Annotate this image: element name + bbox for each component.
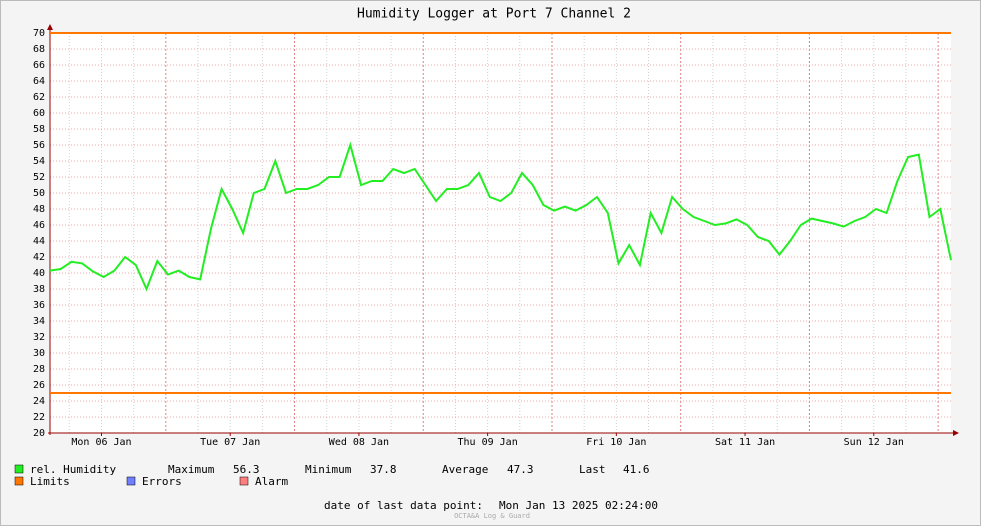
y-tick-label: 62 [33, 92, 45, 103]
footer-label: date of last data point: [324, 499, 483, 512]
y-tick-label: 22 [33, 412, 45, 423]
y-tick-label: 48 [33, 204, 45, 215]
x-tick-label: Mon 06 Jan [71, 437, 131, 448]
x-tick-label: Sun 12 Jan [844, 437, 904, 448]
stat-value: 41.6 [623, 463, 650, 476]
legend-key [126, 476, 136, 486]
legend-label: Alarm [255, 475, 288, 488]
stat-label: Minimum [305, 463, 352, 476]
y-tick-label: 38 [33, 284, 45, 295]
y-tick-label: 44 [33, 236, 45, 247]
y-tick-label: 30 [33, 348, 45, 359]
stat-label: Last [579, 463, 606, 476]
y-tick-label: 60 [33, 108, 45, 119]
y-tick-label: 70 [33, 28, 45, 39]
legend-key [239, 476, 249, 486]
x-tick-label: Thu 09 Jan [458, 437, 518, 448]
y-tick-label: 32 [33, 332, 45, 343]
stat-label: Average [442, 463, 488, 476]
x-tick-label: Tue 07 Jan [200, 437, 260, 448]
x-tick-label: Wed 08 Jan [329, 437, 389, 448]
y-tick-label: 66 [33, 60, 45, 71]
legend-label: Errors [142, 475, 182, 488]
y-tick-label: 56 [33, 140, 45, 151]
chart-title: Humidity Logger at Port 7 Channel 2 [357, 7, 631, 22]
y-tick-label: 54 [33, 156, 45, 167]
y-tick-label: 58 [33, 124, 45, 135]
stat-value: 56.3 [233, 463, 260, 476]
y-tick-label: 40 [33, 268, 45, 279]
axis-arrow [47, 24, 53, 30]
y-tick-label: 46 [33, 220, 45, 231]
data-line [49, 141, 952, 292]
legend-key [14, 476, 24, 486]
y-tick-label: 20 [33, 428, 45, 439]
footer-value: Mon Jan 13 2025 02:24:00 [499, 499, 658, 512]
y-tick-label: 24 [33, 396, 45, 407]
stat-value: 37.8 [370, 463, 397, 476]
y-tick-label: 34 [33, 316, 45, 327]
y-tick-label: 42 [33, 252, 45, 263]
x-tick-label: Sat 11 Jan [715, 437, 775, 448]
watermark: OCTA&A Log & Guard [454, 512, 530, 520]
legend-label: rel. Humidity [30, 463, 116, 476]
axis-arrow [953, 430, 959, 436]
stat-label: Maximum [168, 463, 215, 476]
y-tick-label: 26 [33, 380, 45, 391]
legend-label: Limits [30, 475, 70, 488]
y-tick-label: 36 [33, 300, 45, 311]
y-tick-label: 28 [33, 364, 45, 375]
y-tick-label: 50 [33, 188, 45, 199]
y-tick-label: 68 [33, 44, 45, 55]
x-tick-label: Fri 10 Jan [586, 437, 646, 448]
stat-value: 47.3 [507, 463, 534, 476]
legend-key [14, 464, 24, 474]
y-tick-label: 64 [33, 76, 45, 87]
plot-area [50, 33, 951, 433]
y-tick-label: 52 [33, 172, 45, 183]
